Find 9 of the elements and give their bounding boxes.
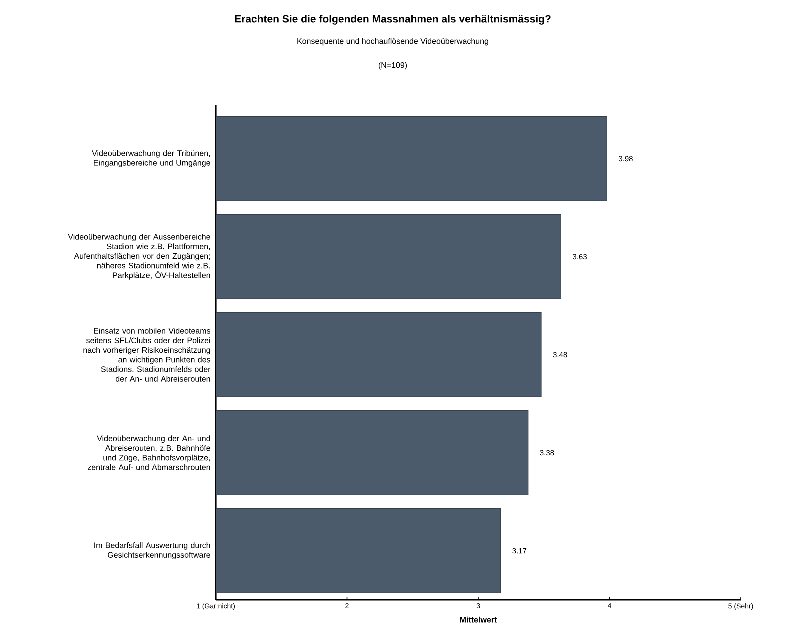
y-tick-label: Videoüberwachung der Tribünen, Eingangsbereiche und Umgänge — [92, 150, 210, 168]
y-tick-label: Videoüberwachung der An- und Abreiserouten, z.B. Bahnhöfe und Züge, Bahnhofsvorplätze, zentrale Auf- und Abmarschrouten — [88, 436, 210, 470]
y-tick-label: Im Bedarfsfall Auswertung durch Gesichtserkennungssoftware — [94, 542, 210, 560]
chart-subtitle: Konsequente und hochauflösende Videoüberwachung — [298, 38, 488, 46]
text: (N=109) — [378, 62, 408, 70]
y-tick-label: Einsatz von mobilen Videoteams seitens SFL/Clubs oder der Polizei nach vorheriger Risikoeinschätzung an wichtigen Punkten des Stadions, Stadionumfelds oder der An- und Abreiserouten — [84, 328, 211, 382]
y-tick-label: Videoüberwachung der Aussenbereiche Stadion wie z.B. Plattformen, Aufenthaltsflächen vor den Zugängen; näheres Stadionumfeld wie z.B. Parkplätze, ÖV-Haltestellen — [68, 234, 210, 280]
x-axis-title: Mittelwert — [460, 616, 498, 623]
chart-title: Erachten Sie die folgenden Massnahmen als verhältnismässig? — [235, 15, 551, 25]
